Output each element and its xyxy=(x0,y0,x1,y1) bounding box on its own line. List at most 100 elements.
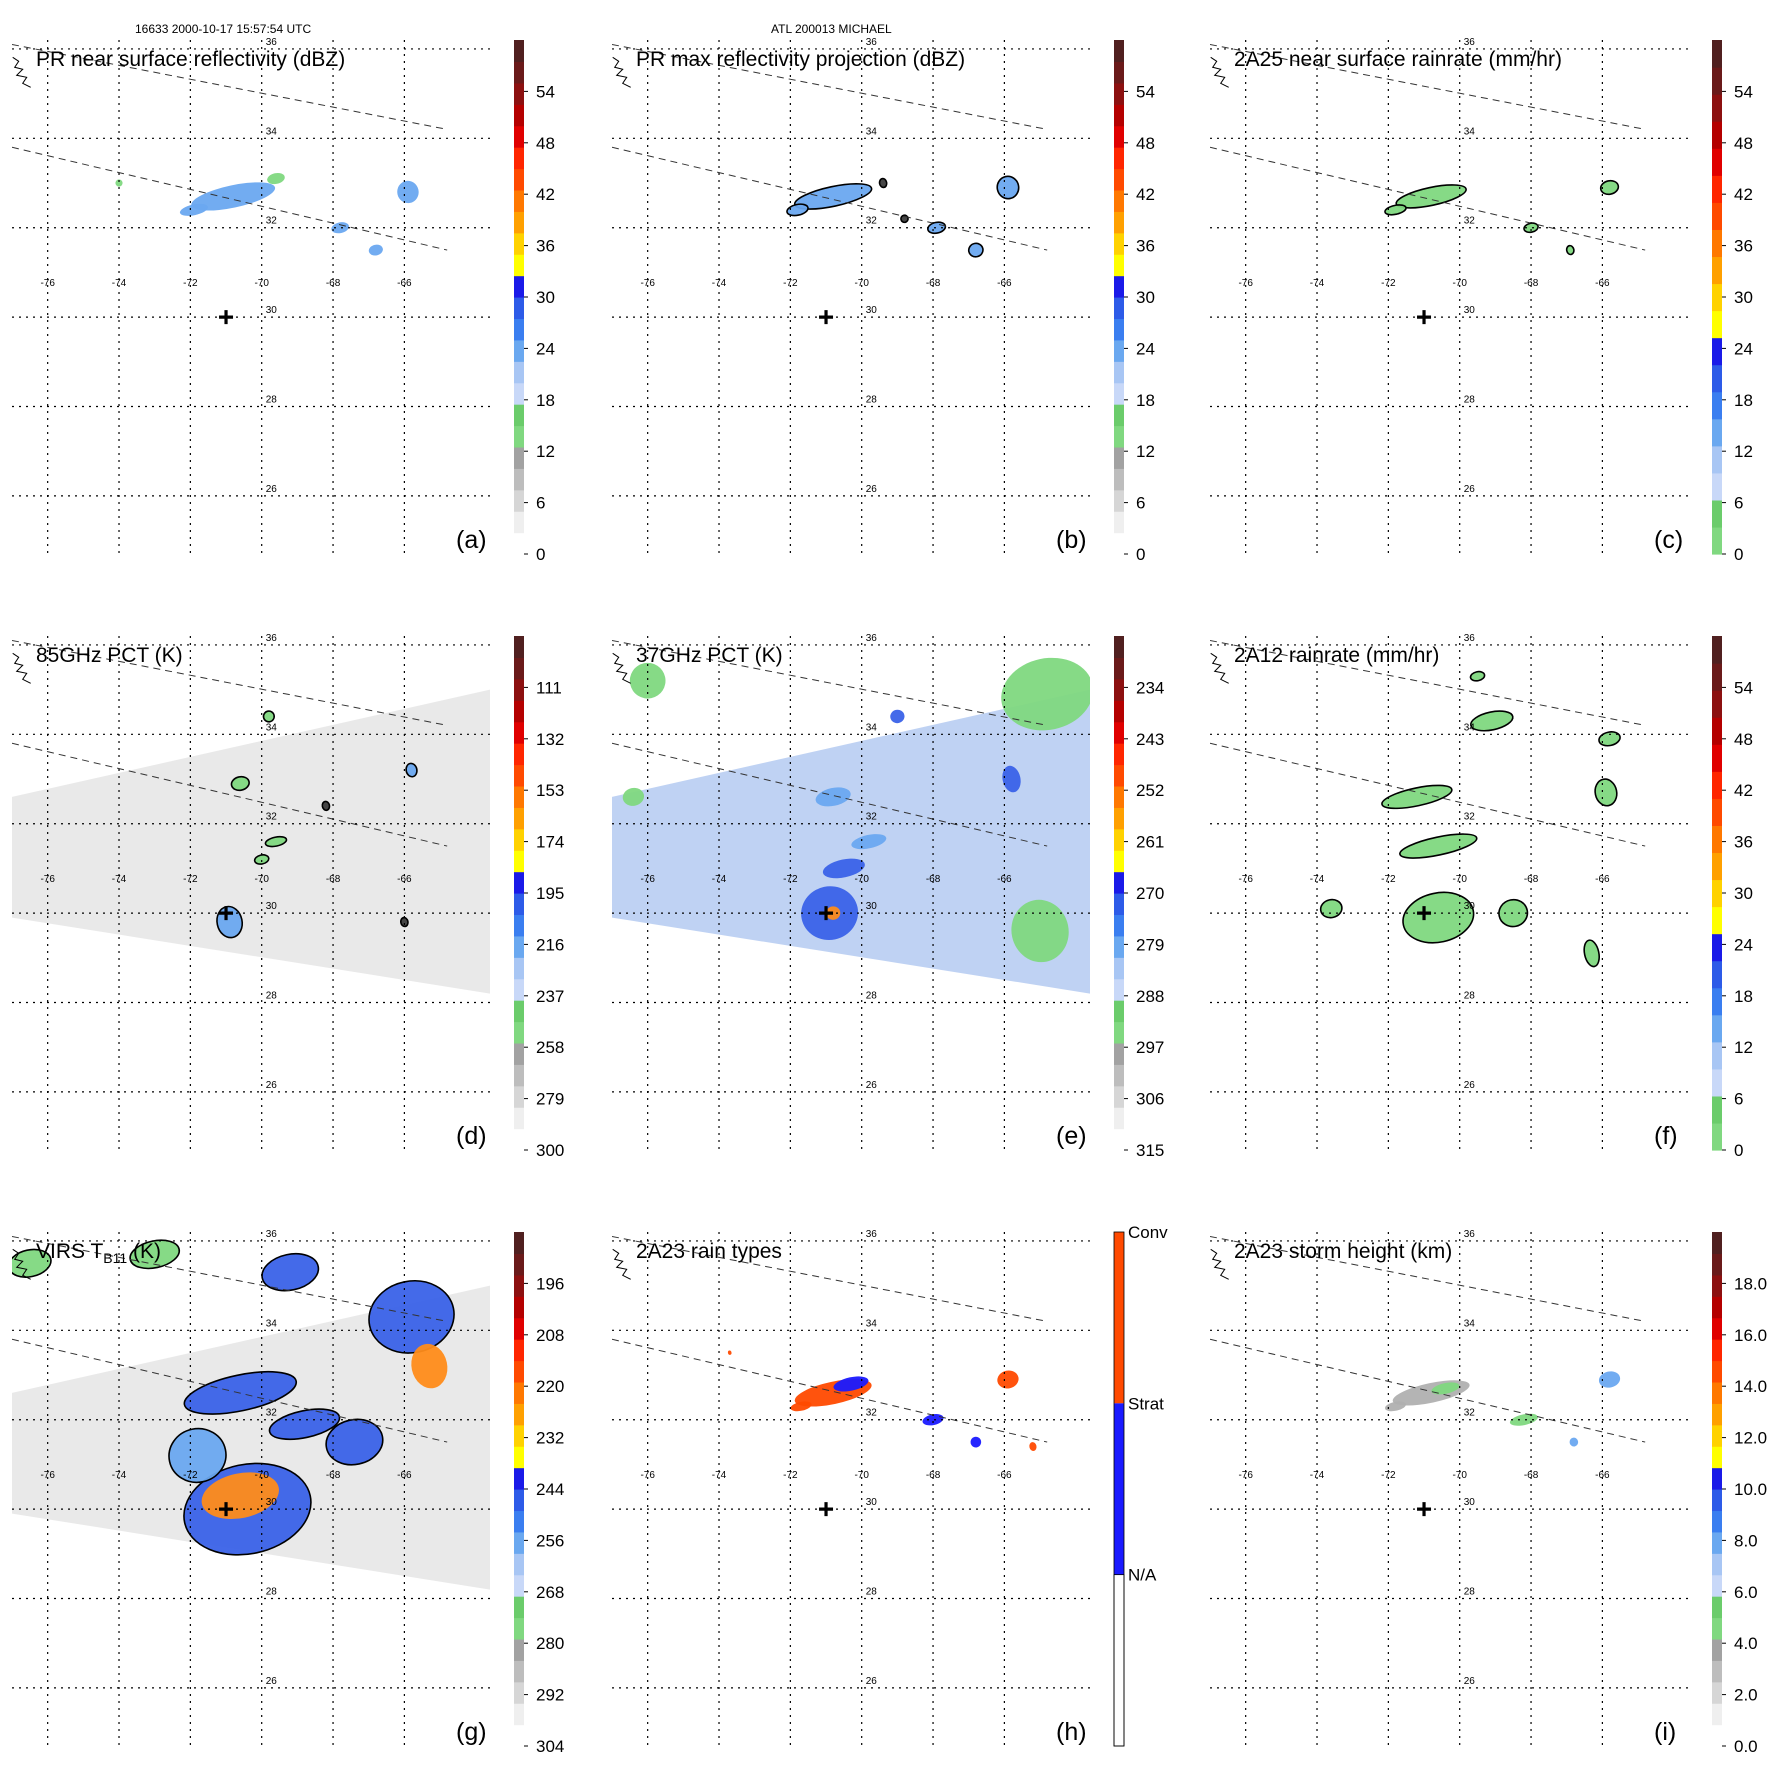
panel-e: -76 -74 -72 -70 -68 -66 36 34 32 30 28 26 37GHz PCT … xyxy=(612,633,1164,1160)
colorbar-tick-label: 30 xyxy=(1734,288,1753,307)
map-area-d xyxy=(12,636,490,1150)
colorbar-tick-label: 300 xyxy=(536,1141,564,1160)
colorbar-swatch xyxy=(514,1660,524,1683)
colorbar-swatch xyxy=(1114,61,1124,84)
colorbar-swatch xyxy=(1114,785,1124,808)
lon-tick-label: -72 xyxy=(1381,1470,1396,1481)
precip-feature xyxy=(368,244,383,256)
lon-tick-label: -66 xyxy=(997,278,1012,289)
colorbar-swatch xyxy=(1712,1317,1722,1340)
lon-tick-label: -72 xyxy=(183,1470,198,1481)
colorbar-swatch xyxy=(1712,283,1722,312)
colorbar-tick-label: 132 xyxy=(536,730,564,749)
lon-tick-label: -72 xyxy=(183,874,198,885)
colorbar-swatch xyxy=(1712,1381,1722,1404)
colorbar-swatch xyxy=(1114,339,1124,362)
colorbar-tick-label: 48 xyxy=(1136,134,1155,153)
lat-tick-label: 34 xyxy=(866,126,878,137)
lat-tick-label: 30 xyxy=(266,305,278,316)
colorbar-swatch xyxy=(1114,532,1124,555)
colorbar-swatch xyxy=(514,1317,524,1340)
coastline xyxy=(12,652,31,684)
precip-feature xyxy=(833,1376,869,1392)
precip-feature xyxy=(1002,765,1021,793)
lon-tick-label: -70 xyxy=(1452,1470,1467,1481)
colorbar-swatch xyxy=(1712,1296,1722,1319)
colorbar-swatch xyxy=(1114,40,1124,63)
colorbar-swatch xyxy=(514,275,524,298)
colorbar-b: 54 48 42 36 30 24 18 12 6 0 xyxy=(1114,40,1155,564)
colorbar-swatch xyxy=(1114,1021,1124,1044)
colorbar-swatch xyxy=(514,125,524,148)
lat-tick-label: 26 xyxy=(1464,484,1476,495)
colorbar-swatch xyxy=(1712,1360,1722,1383)
precip-feature xyxy=(1384,204,1407,216)
lon-tick-label: -76 xyxy=(640,278,655,289)
colorbar-swatch xyxy=(514,1424,524,1447)
precip-feature xyxy=(996,175,1020,200)
colorbar-swatch xyxy=(1712,337,1722,366)
colorbar-tick-label: 268 xyxy=(536,1583,564,1602)
colorbar-swatch xyxy=(514,1021,524,1044)
panel-letter: (e) xyxy=(1056,1122,1087,1150)
colorbar-swatch xyxy=(1712,1014,1722,1043)
map-area-f xyxy=(1210,636,1688,1150)
colorbar-swatch xyxy=(514,1596,524,1619)
precip-feature xyxy=(900,214,909,224)
storm-center-marker xyxy=(1417,1502,1432,1517)
precip-feature xyxy=(201,1472,279,1520)
panel-b: -76 -74 -72 -70 -68 -66 36 34 32 30 28 26 PR max ref… xyxy=(612,37,1155,564)
lon-tick-label: -66 xyxy=(997,874,1012,885)
panel-letter: (b) xyxy=(1056,526,1087,554)
colorbar-swatch xyxy=(514,1274,524,1297)
lat-tick-label: 32 xyxy=(1464,1408,1476,1419)
colorbar-tick-label: 234 xyxy=(1136,678,1164,697)
colorbar-swatch xyxy=(514,1617,524,1640)
lon-tick-label: -70 xyxy=(254,1470,269,1481)
storm-center-marker xyxy=(219,1502,234,1517)
precip-feature xyxy=(1001,657,1090,731)
colorbar-swatch xyxy=(514,189,524,212)
precip-feature xyxy=(1599,179,1620,196)
pr-swath-edge xyxy=(1210,43,1646,130)
colorbar-tick-label: 18 xyxy=(1734,391,1753,410)
precip-feature xyxy=(264,835,288,848)
panel-title: PR max reflectivity projection (dBZ) xyxy=(636,48,965,71)
colorbar-d: 111 132 153 174 195 216 237 258 279 300 xyxy=(514,636,564,1160)
colorbar-tick-label: 42 xyxy=(1734,185,1753,204)
colorbar-tick-label: 111 xyxy=(536,678,562,697)
precip-feature xyxy=(397,180,419,204)
colorbar-tick-label: 30 xyxy=(1136,288,1155,307)
colorbar-tick-label: 153 xyxy=(536,781,564,800)
lat-tick-label: 36 xyxy=(266,633,278,644)
lon-tick-label: -74 xyxy=(712,278,727,289)
colorbar-tick-label: 8.0 xyxy=(1734,1531,1758,1550)
lat-tick-label: 26 xyxy=(866,1676,878,1687)
lat-tick-label: 32 xyxy=(1464,216,1476,227)
colorbar-tick-label: 30 xyxy=(1734,884,1753,903)
pr-swath-edge xyxy=(12,43,448,130)
lat-tick-label: 34 xyxy=(866,1318,878,1329)
colorbar-tick-label: 24 xyxy=(1734,935,1753,954)
lat-tick-label: 34 xyxy=(266,126,278,137)
colorbar-tick-label: 261 xyxy=(1136,833,1164,852)
colorbar-swatch xyxy=(514,1638,524,1661)
colorbar-swatch xyxy=(514,1531,524,1554)
colorbar-tick-label: 280 xyxy=(536,1634,564,1653)
colorbar-swatch xyxy=(514,721,524,744)
colorbar-tick-label: 0 xyxy=(536,545,545,564)
storm-name: ATL 200013 MICHAEL xyxy=(771,22,892,36)
lon-tick-label: -72 xyxy=(783,1470,798,1481)
colorbar-swatch xyxy=(1712,1068,1722,1097)
precip-feature xyxy=(826,906,841,920)
precip-feature xyxy=(1583,939,1601,968)
lat-tick-label: 36 xyxy=(866,37,878,48)
precip-feature xyxy=(1594,778,1618,807)
colorbar-swatch xyxy=(1712,391,1722,420)
lon-tick-label: -66 xyxy=(1595,278,1610,289)
orbit-timestamp: 16633 2000-10-17 15:57:54 UTC xyxy=(135,22,312,36)
colorbar-tick-label: 196 xyxy=(536,1274,564,1293)
colorbar-swatch xyxy=(514,1107,524,1130)
colorbar-swatch xyxy=(1712,798,1722,826)
